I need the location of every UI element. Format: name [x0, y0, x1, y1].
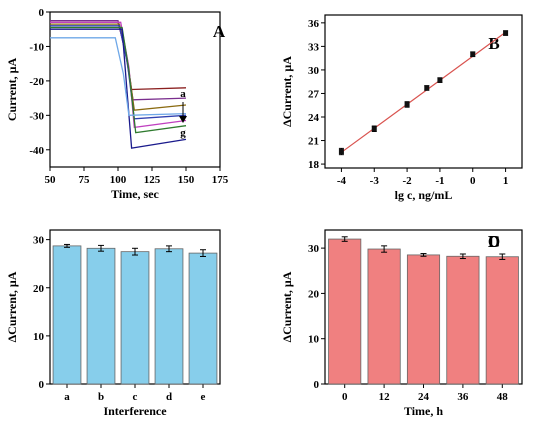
series-line-4 [50, 25, 187, 120]
x-axis-label: Interference [103, 404, 167, 418]
arrow-head [179, 116, 187, 123]
y-tick-label: -10 [29, 41, 44, 53]
x-tick-label: -3 [370, 175, 380, 187]
x-tick-label: 150 [178, 174, 195, 186]
x-tick-label: 175 [212, 174, 229, 186]
x-tick-label: -4 [337, 175, 347, 187]
bar-e [188, 252, 218, 385]
x-tick-label: 24 [418, 391, 430, 403]
y-tick-label: -30 [29, 110, 44, 122]
x-tick-label: d [166, 391, 172, 403]
x-axis-label: lg c, ng/mL [395, 188, 453, 202]
x-tick-label: c [133, 391, 138, 403]
x-tick-label: 75 [79, 174, 91, 186]
y-tick-label: 33 [308, 41, 320, 53]
data-point [371, 126, 377, 132]
y-tick-label: 20 [33, 283, 45, 295]
bar-48 [485, 256, 519, 385]
panel-b: 18 21 24 27 30 33 36 -4 -3 -2 -1 0 1 lg c, ng/mL ΔCurr… [280, 14, 523, 202]
y-tick-label: 30 [308, 65, 320, 77]
panel-letter: A [213, 22, 226, 41]
y-tick-label: 30 [33, 235, 45, 247]
y-tick-label: 0 [39, 7, 45, 19]
bar-36 [446, 255, 480, 385]
y-axis-label: ΔCurrent, μA [5, 271, 19, 342]
y-axis-label: Current, μA [5, 58, 19, 122]
bar-0 [328, 238, 362, 385]
panel-c: 0 10 20 30 a b c d e Interference ΔCurrent, μA C [5, 229, 500, 418]
x-tick-label: -1 [435, 175, 444, 187]
series-line-7 [50, 28, 187, 149]
y-tick-label: 0 [314, 379, 320, 391]
data-point [404, 101, 410, 107]
series-line-1 [50, 21, 187, 91]
panel-letter: D [488, 232, 500, 251]
plot-frame [49, 11, 221, 168]
data-point [338, 149, 344, 155]
y-tick-label: -40 [29, 145, 44, 157]
y-tick-label: 20 [308, 288, 320, 300]
series-line-8 [50, 37, 187, 116]
y-axis-label: ΔCurrent, μA [280, 56, 294, 127]
bar-b [86, 247, 116, 385]
y-tick-label: 30 [308, 243, 320, 255]
annotation-g: g [180, 127, 186, 139]
data-point [437, 77, 443, 83]
y-tick-label: 36 [308, 18, 320, 30]
x-tick-label: b [98, 391, 104, 403]
bar-d [154, 248, 184, 385]
y-tick-label: -20 [29, 76, 44, 88]
x-tick-label: 0 [470, 175, 476, 187]
x-tick-label: a [64, 391, 70, 403]
y-tick-label: 10 [33, 331, 45, 343]
y-tick-label: 0 [39, 379, 45, 391]
fit-line [341, 31, 506, 153]
y-axis-label: ΔCurrent, μA [280, 271, 294, 342]
series-line-6 [50, 26, 187, 134]
data-point [503, 30, 509, 36]
bar-c [120, 251, 150, 385]
x-tick-label: -2 [402, 175, 412, 187]
data-point [424, 85, 430, 91]
x-tick-label: 12 [379, 391, 391, 403]
x-tick-label: 36 [457, 391, 469, 403]
x-tick-label: e [201, 391, 206, 403]
annotation-a: a [180, 88, 186, 100]
y-tick-label: 18 [308, 159, 320, 171]
bar-24 [406, 254, 441, 385]
bar-12 [367, 248, 401, 385]
y-tick-label: 21 [308, 136, 319, 148]
panel-a: 0 -10 -20 -30 -40 50 75 100 125 150 175 Time, sec Cu… [5, 7, 229, 201]
x-tick-label: 0 [342, 391, 348, 403]
y-tick-label: 10 [308, 334, 320, 346]
bar-a [52, 245, 82, 385]
x-tick-label: 48 [497, 391, 509, 403]
x-tick-label: 50 [45, 174, 57, 186]
x-tick-label: 1 [503, 175, 509, 187]
y-tick-label: 27 [308, 88, 320, 100]
x-tick-label: 125 [144, 174, 161, 186]
x-tick-label: 100 [110, 174, 127, 186]
panel-letter: C [488, 232, 500, 251]
panel-d: 0 10 20 30 0 12 24 36 48 Time, h ΔCurrent, μA D [280, 229, 523, 418]
panel-letter: B [488, 34, 499, 53]
x-axis-label: Time, h [404, 404, 443, 418]
y-tick-label: 24 [308, 112, 320, 124]
data-point [470, 51, 476, 57]
plot-frame [324, 14, 523, 169]
series-line-3 [50, 23, 187, 111]
x-axis-label: Time, sec [111, 187, 159, 201]
